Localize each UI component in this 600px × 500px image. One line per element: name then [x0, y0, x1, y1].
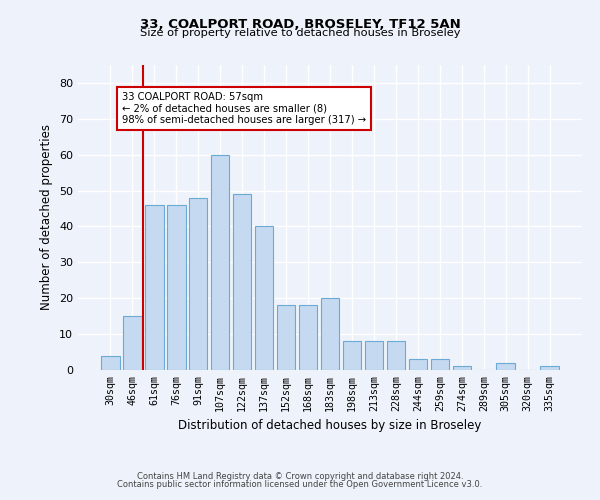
Bar [233, 194, 251, 370]
Bar [541, 366, 559, 370]
Bar [299, 306, 317, 370]
Bar [123, 316, 142, 370]
Bar [277, 306, 295, 370]
Bar [189, 198, 208, 370]
Bar [101, 356, 119, 370]
Text: Contains HM Land Registry data © Crown copyright and database right 2024.: Contains HM Land Registry data © Crown c… [137, 472, 463, 481]
Bar [386, 342, 405, 370]
Text: Contains public sector information licensed under the Open Government Licence v3: Contains public sector information licen… [118, 480, 482, 489]
Bar [365, 342, 383, 370]
Bar [145, 205, 164, 370]
Bar [409, 359, 427, 370]
Bar [320, 298, 340, 370]
Y-axis label: Number of detached properties: Number of detached properties [40, 124, 53, 310]
Text: 33, COALPORT ROAD, BROSELEY, TF12 5AN: 33, COALPORT ROAD, BROSELEY, TF12 5AN [140, 18, 460, 30]
X-axis label: Distribution of detached houses by size in Broseley: Distribution of detached houses by size … [178, 419, 482, 432]
Bar [255, 226, 274, 370]
Text: 33 COALPORT ROAD: 57sqm
← 2% of detached houses are smaller (8)
98% of semi-deta: 33 COALPORT ROAD: 57sqm ← 2% of detached… [122, 92, 366, 125]
Bar [167, 205, 185, 370]
Bar [343, 342, 361, 370]
Bar [211, 154, 229, 370]
Bar [452, 366, 471, 370]
Text: Size of property relative to detached houses in Broseley: Size of property relative to detached ho… [140, 28, 460, 38]
Bar [496, 363, 515, 370]
Bar [431, 359, 449, 370]
